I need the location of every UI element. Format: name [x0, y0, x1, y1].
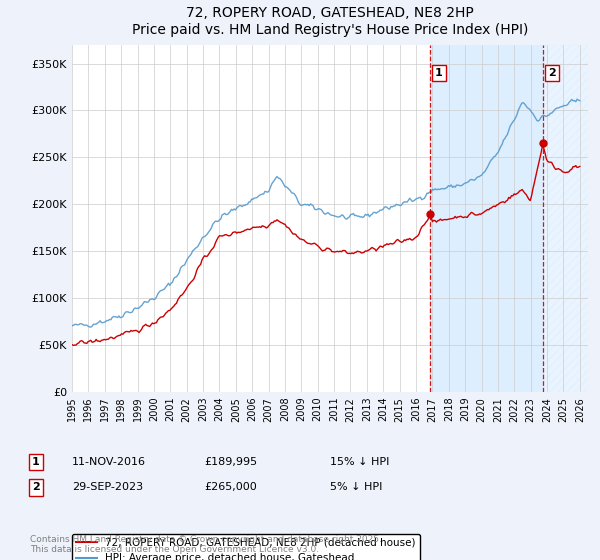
Text: 1: 1 [32, 457, 40, 467]
Text: 5% ↓ HPI: 5% ↓ HPI [330, 482, 382, 492]
Text: 29-SEP-2023: 29-SEP-2023 [72, 482, 143, 492]
Text: 11-NOV-2016: 11-NOV-2016 [72, 457, 146, 467]
Text: £265,000: £265,000 [204, 482, 257, 492]
Text: 2: 2 [548, 68, 556, 78]
Bar [430, 45, 543, 392]
Title: 72, ROPERY ROAD, GATESHEAD, NE8 2HP
Price paid vs. HM Land Registry's House Pric: 72, ROPERY ROAD, GATESHEAD, NE8 2HP Pric… [132, 7, 528, 37]
Text: £189,995: £189,995 [204, 457, 257, 467]
Text: 15% ↓ HPI: 15% ↓ HPI [330, 457, 389, 467]
Text: 1: 1 [435, 68, 443, 78]
Bar [543, 45, 588, 392]
Legend: 72, ROPERY ROAD, GATESHEAD, NE8 2HP (detached house), HPI: Average price, detach: 72, ROPERY ROAD, GATESHEAD, NE8 2HP (det… [72, 534, 420, 560]
Text: 2: 2 [32, 482, 40, 492]
Text: Contains HM Land Registry data © Crown copyright and database right 2025.
This d: Contains HM Land Registry data © Crown c… [30, 535, 382, 554]
